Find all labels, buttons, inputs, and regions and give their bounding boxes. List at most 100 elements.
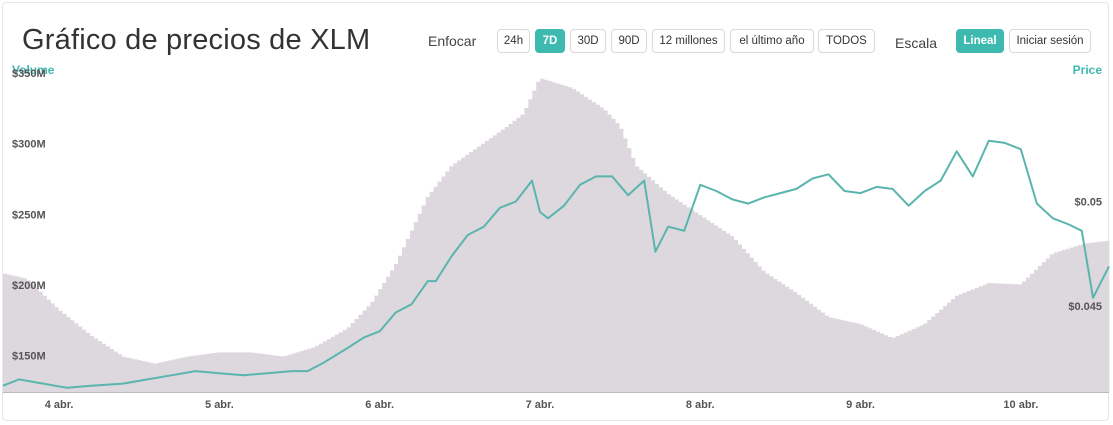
x-tick-label: 7 abr. (526, 399, 555, 411)
volume-bar (50, 303, 55, 392)
volume-bar (117, 354, 122, 392)
volume-bar (386, 276, 391, 392)
volume-bar (275, 355, 280, 392)
volume-bar (571, 89, 577, 392)
right-tick-label: $0.045 (1068, 301, 1102, 313)
volume-bar (1069, 247, 1074, 392)
volume-bar (943, 306, 948, 392)
volume-bar (228, 352, 233, 392)
volume-bar (733, 240, 738, 392)
volume-bar (879, 333, 885, 392)
volume-bar (935, 313, 940, 392)
volume-bar (856, 323, 861, 392)
volume-bar (994, 283, 999, 392)
volume-bar (587, 99, 592, 392)
volume-bar (1006, 283, 1011, 392)
volume-bar (473, 149, 478, 392)
volume-bar (362, 310, 367, 392)
volume-bar (78, 326, 83, 392)
volume-bar (978, 286, 983, 392)
volume-bar (947, 302, 952, 392)
volume-bar (465, 154, 470, 392)
volume-bar (82, 329, 87, 392)
volume-bar (559, 84, 565, 392)
volume-bar (26, 280, 31, 392)
volume-bar (101, 343, 106, 392)
volume-bar (781, 284, 786, 392)
volume-bar (1057, 251, 1062, 392)
volume-bar (832, 318, 837, 392)
volume-bar (1010, 284, 1015, 392)
volume-bar (496, 132, 501, 392)
zoom-all-button[interactable]: TODOS (818, 29, 875, 53)
volume-bar (480, 143, 486, 392)
zoom-7d-button[interactable]: 7D (535, 29, 565, 53)
volume-bar (200, 354, 205, 392)
volume-bar (714, 225, 719, 392)
volume-bar (998, 283, 1003, 392)
volume-bar (66, 317, 71, 392)
volume-bar (14, 276, 20, 392)
volume-bar (1037, 266, 1043, 392)
volume-bar (417, 213, 422, 392)
volume-bar (370, 301, 375, 392)
scale-log-button[interactable]: Iniciar sesión (1009, 29, 1091, 53)
volume-bar (579, 94, 584, 392)
volume-bar (366, 306, 371, 392)
volume-bar (706, 220, 711, 392)
volume-bar (765, 273, 770, 392)
volume-bar (350, 323, 355, 392)
volume-bar (583, 96, 588, 393)
volume-bar (595, 104, 600, 393)
volume-bar (74, 323, 79, 392)
volume-bar (816, 309, 821, 392)
volume-bar (421, 205, 426, 392)
x-tick-label: 5 abr. (205, 399, 234, 411)
volume-bar (176, 358, 182, 392)
volume-bar (1049, 254, 1054, 392)
volume-bar (291, 353, 296, 392)
volume-bar (184, 356, 189, 392)
volume-bar (469, 152, 474, 392)
volume-bar (642, 173, 648, 392)
volume-bar (895, 336, 900, 392)
volume-bar (457, 160, 462, 392)
volume-bar (97, 341, 103, 392)
volume-bar (516, 117, 521, 392)
volume-bar (544, 79, 549, 393)
volume-bar (46, 299, 51, 392)
volume-bar (398, 255, 403, 392)
x-tick-label: 10 abr. (1003, 399, 1038, 411)
volume-bar (796, 294, 802, 392)
zoom-last-year-button[interactable]: el último año (730, 29, 814, 53)
volume-bar (875, 331, 881, 392)
volume-bar (504, 127, 509, 392)
volume-bar (611, 118, 616, 392)
zoom-90d-button[interactable]: 90D (611, 29, 647, 53)
volume-bar (615, 123, 620, 392)
volume-bar (315, 345, 320, 392)
volume-bar (852, 322, 857, 392)
volume-bar (1045, 258, 1051, 392)
x-tick-label: 9 abr. (846, 399, 875, 411)
volume-bar (180, 357, 185, 392)
zoom-24h-button[interactable]: 24h (497, 29, 530, 53)
zoom-30d-button[interactable]: 30D (570, 29, 606, 53)
volume-bar (1002, 283, 1007, 392)
volume-bar (500, 129, 505, 393)
left-tick-label: $200M (12, 280, 46, 292)
scale-linear-button[interactable]: Lineal (956, 29, 1004, 53)
volume-bar (1105, 240, 1110, 392)
volume-bar (1093, 242, 1098, 392)
price-line (2, 139, 1110, 389)
volume-bar (1053, 252, 1058, 392)
volume-bar (749, 257, 754, 392)
scale-label: Escala (895, 35, 938, 51)
zoom-12m-button[interactable]: 12 millones (652, 29, 725, 53)
volume-bar (631, 157, 636, 392)
volume-bar (133, 359, 138, 392)
volume-bar (678, 202, 683, 392)
volume-bar (137, 360, 142, 392)
volume-bar (243, 352, 249, 392)
